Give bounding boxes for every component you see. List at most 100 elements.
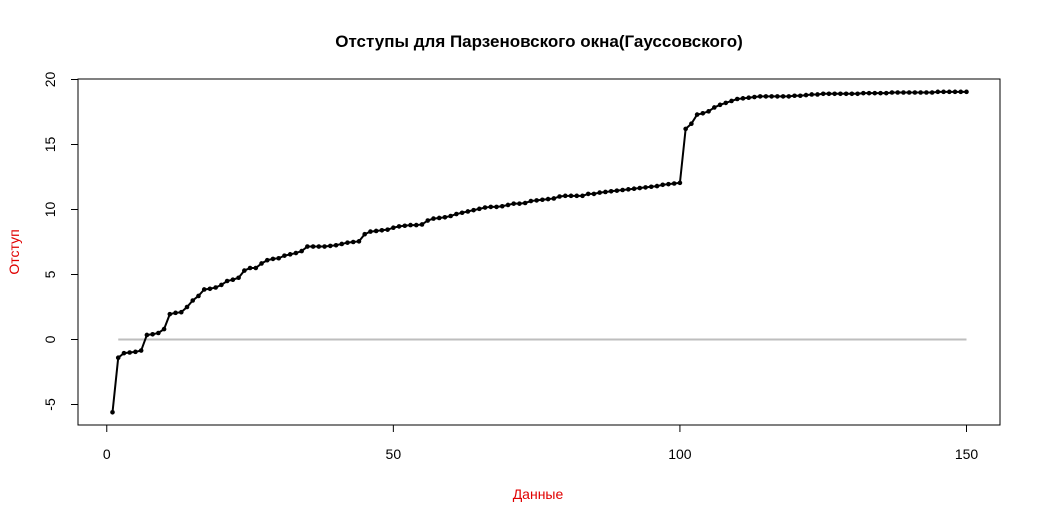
x-axis-title: Данные: [513, 486, 564, 502]
data-point: [757, 94, 763, 99]
data-point: [316, 244, 322, 249]
data-point: [660, 182, 666, 188]
data-point: [385, 227, 390, 232]
data-point: [717, 102, 723, 108]
data-point: [253, 265, 259, 271]
data-point: [196, 293, 201, 299]
data-point: [442, 215, 448, 220]
y-tick-label: 5: [42, 270, 58, 278]
data-point: [236, 275, 241, 281]
data-point: [740, 96, 746, 101]
data-point: [362, 231, 367, 237]
data-point: [133, 349, 138, 355]
data-point: [528, 198, 534, 204]
data-point: [780, 94, 786, 99]
data-point: [924, 90, 929, 95]
data-point: [952, 89, 958, 95]
x-tick-label: 50: [386, 446, 402, 462]
data-point: [843, 91, 849, 97]
data-point: [597, 190, 602, 195]
data-point: [138, 348, 144, 353]
data-point: [792, 93, 797, 99]
data-point: [396, 224, 402, 229]
data-point: [121, 350, 127, 356]
data-point: [620, 187, 625, 193]
data-point: [333, 242, 339, 248]
data-point: [373, 228, 379, 234]
y-axis: -5 0 5 10 15 20: [42, 72, 79, 411]
data-point: [356, 239, 362, 244]
margin-series-points: [110, 89, 969, 415]
data-point: [654, 183, 660, 189]
data-point: [809, 92, 815, 97]
data-point: [958, 89, 964, 95]
data-point: [178, 309, 184, 315]
data-point: [282, 253, 287, 258]
data-point: [419, 222, 425, 227]
data-point: [431, 216, 436, 221]
data-point: [689, 121, 694, 126]
data-point: [499, 203, 505, 209]
data-point: [379, 228, 385, 233]
data-point: [534, 198, 539, 203]
data-point: [213, 285, 218, 290]
data-point: [935, 89, 941, 95]
data-point: [849, 91, 855, 97]
data-point: [694, 112, 700, 117]
data-point: [110, 410, 115, 415]
data-point: [259, 261, 264, 266]
data-point: [648, 184, 654, 190]
data-point: [746, 95, 751, 100]
data-point: [293, 250, 299, 256]
y-tick-label: -5: [42, 398, 58, 411]
x-tick-label: 100: [668, 446, 692, 462]
data-point: [522, 200, 528, 206]
data-point: [729, 98, 734, 104]
data-point: [264, 257, 270, 263]
data-point: [517, 201, 522, 206]
y-tick-label: 10: [42, 202, 58, 218]
data-point: [190, 298, 196, 303]
data-point: [734, 96, 740, 102]
data-point: [247, 265, 253, 271]
data-point: [477, 206, 482, 212]
data-point: [803, 92, 809, 98]
data-point: [706, 109, 711, 114]
data-point: [901, 90, 906, 95]
data-point: [436, 215, 442, 221]
data-point: [345, 240, 350, 245]
chart-title: Отступы для Парзеновского окна(Гауссовск…: [335, 32, 743, 51]
x-tick-label: 0: [103, 446, 111, 462]
data-point: [683, 126, 688, 132]
data-point: [482, 205, 488, 210]
data-point: [631, 186, 637, 191]
data-point: [161, 326, 167, 332]
data-point: [413, 222, 419, 228]
data-point: [230, 277, 236, 283]
data-point: [184, 304, 190, 310]
data-point: [929, 90, 935, 95]
data-point: [912, 90, 918, 95]
data-point: [276, 255, 282, 261]
data-point: [471, 207, 476, 213]
data-point: [775, 94, 780, 99]
data-point: [580, 193, 585, 199]
data-point: [219, 282, 224, 288]
y-tick-label: 20: [42, 72, 58, 88]
data-point: [820, 91, 826, 97]
data-point: [832, 91, 837, 97]
data-point: [643, 185, 648, 190]
data-point: [488, 204, 494, 210]
data-point: [299, 248, 304, 254]
data-point: [637, 185, 643, 191]
data-point: [540, 197, 545, 203]
data-point: [425, 218, 431, 223]
data-point: [305, 244, 310, 249]
data-point: [562, 193, 568, 199]
data-point: [574, 193, 580, 199]
data-point: [752, 94, 757, 100]
data-point: [918, 90, 923, 95]
data-point: [494, 204, 499, 210]
data-point: [339, 241, 345, 247]
